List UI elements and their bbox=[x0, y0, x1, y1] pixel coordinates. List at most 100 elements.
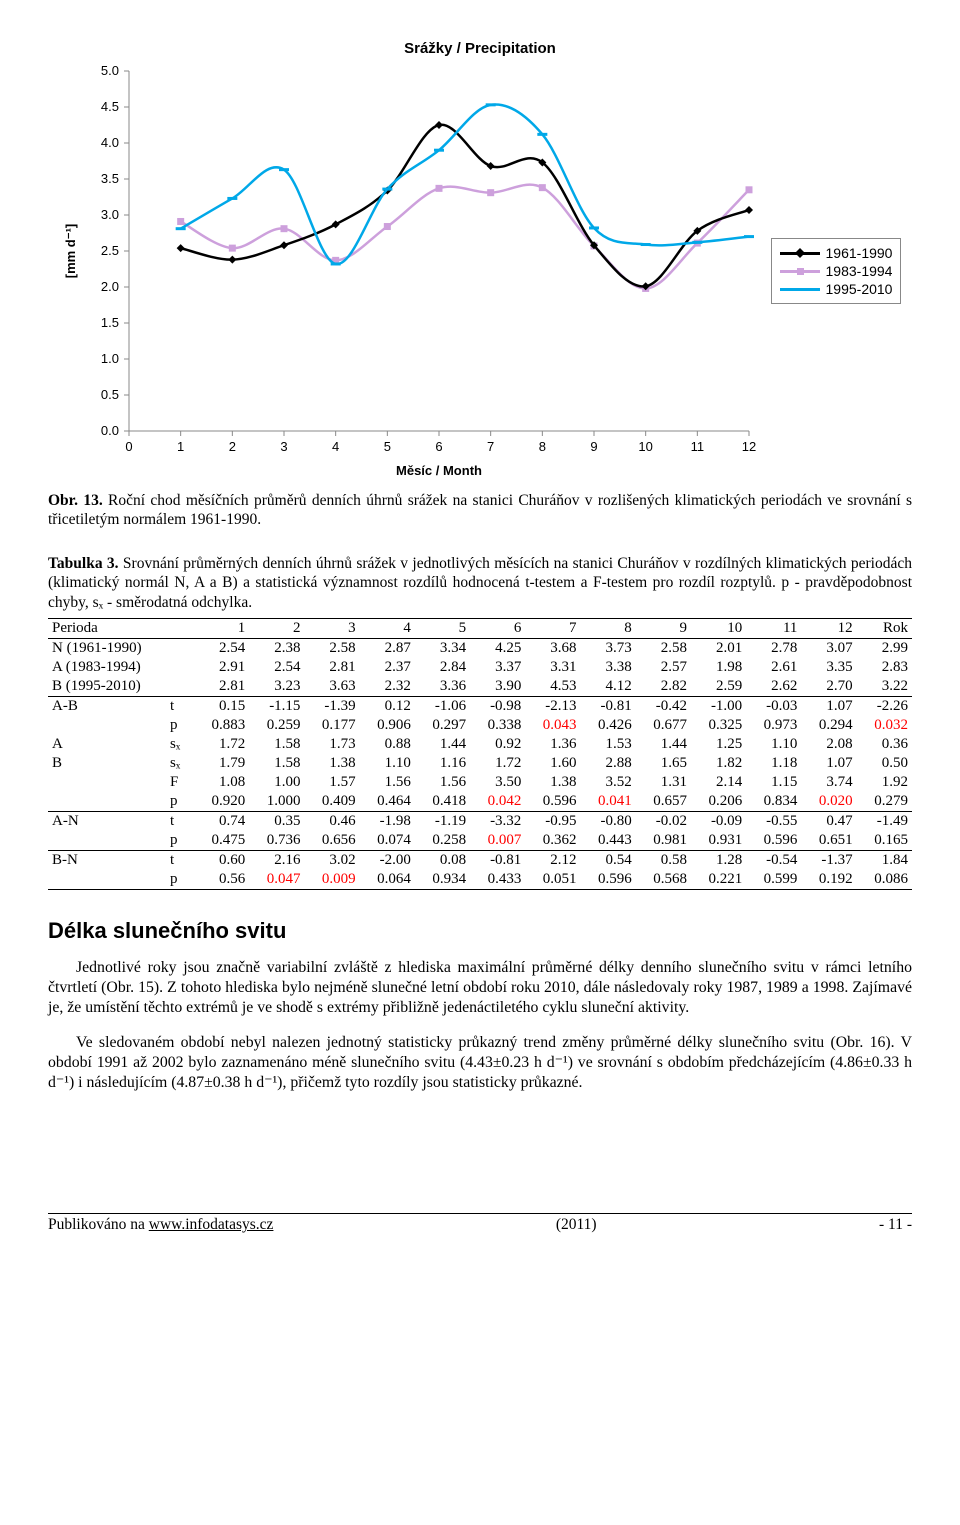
table-cell: sₓ bbox=[166, 754, 194, 773]
table-cell: 1.38 bbox=[525, 773, 580, 792]
table-header: Perioda bbox=[48, 618, 166, 638]
table-cell: 0.475 bbox=[194, 831, 249, 851]
table-cell: 0.651 bbox=[801, 831, 856, 851]
table-cell: p bbox=[166, 870, 194, 890]
svg-text:11: 11 bbox=[690, 439, 704, 454]
table-cell: 3.35 bbox=[801, 658, 856, 677]
table-cell: 2.54 bbox=[194, 638, 249, 658]
svg-text:Měsíc / Month: Měsíc / Month bbox=[396, 463, 482, 478]
table-cell: 0.009 bbox=[304, 870, 359, 890]
table-header: 6 bbox=[470, 618, 525, 638]
figure-caption: Obr. 13. Roční chod měsíčních průměrů de… bbox=[48, 491, 912, 530]
table-cell: 2.91 bbox=[194, 658, 249, 677]
table-cell: 0.973 bbox=[746, 716, 801, 735]
table-cell: 1.72 bbox=[470, 754, 525, 773]
table-cell: 0.221 bbox=[691, 870, 746, 890]
table-cell: 2.83 bbox=[857, 658, 912, 677]
table-cell: 1.28 bbox=[691, 850, 746, 870]
table-cell: N (1961-1990) bbox=[48, 638, 166, 658]
table-cell: 2.81 bbox=[194, 677, 249, 697]
table-cell: 3.34 bbox=[415, 638, 470, 658]
table-cell: 0.656 bbox=[304, 831, 359, 851]
table-cell: 1.84 bbox=[857, 850, 912, 870]
table-cell: 2.82 bbox=[636, 677, 691, 697]
table-cell: 0.192 bbox=[801, 870, 856, 890]
table-cell: 3.50 bbox=[470, 773, 525, 792]
table-cell: 2.08 bbox=[801, 735, 856, 754]
table-cell: -0.81 bbox=[581, 696, 636, 716]
table-cell: 1.58 bbox=[249, 735, 304, 754]
table-cell: 2.87 bbox=[360, 638, 415, 658]
table-header: 4 bbox=[360, 618, 415, 638]
table-cell: 1.18 bbox=[746, 754, 801, 773]
svg-text:7: 7 bbox=[487, 439, 494, 454]
table-header: 5 bbox=[415, 618, 470, 638]
table-cell: 1.72 bbox=[194, 735, 249, 754]
chart-title: Srážky / Precipitation bbox=[48, 40, 912, 57]
table-cell: 1.07 bbox=[801, 696, 856, 716]
table-cell: 0.042 bbox=[470, 792, 525, 812]
table-cell: 1.10 bbox=[746, 735, 801, 754]
body-paragraph: Jednotlivé roky jsou značně variabilní z… bbox=[48, 958, 912, 1019]
svg-text:2: 2 bbox=[228, 439, 235, 454]
table-cell bbox=[166, 638, 194, 658]
table-cell: 1.60 bbox=[525, 754, 580, 773]
table-cell: 1.58 bbox=[249, 754, 304, 773]
table-cell: 0.08 bbox=[415, 850, 470, 870]
svg-text:1.5: 1.5 bbox=[100, 315, 118, 330]
svg-text:8: 8 bbox=[538, 439, 545, 454]
table-cell: 2.99 bbox=[857, 638, 912, 658]
table-cell: 2.78 bbox=[746, 638, 801, 658]
table-header: 11 bbox=[746, 618, 801, 638]
table-cell: 1.82 bbox=[691, 754, 746, 773]
table-cell: -0.81 bbox=[470, 850, 525, 870]
table-cell: 0.433 bbox=[470, 870, 525, 890]
table-cell: A-N bbox=[48, 811, 166, 831]
table-header: 10 bbox=[691, 618, 746, 638]
table-cell: 0.596 bbox=[581, 870, 636, 890]
table-cell: -1.19 bbox=[415, 811, 470, 831]
table-cell: 0.36 bbox=[857, 735, 912, 754]
table-cell: -1.98 bbox=[360, 811, 415, 831]
table-cell: 1.00 bbox=[249, 773, 304, 792]
legend-item: 1961-1990 bbox=[780, 245, 893, 261]
svg-text:2.0: 2.0 bbox=[100, 279, 118, 294]
table-cell: 3.63 bbox=[304, 677, 359, 697]
table-cell: 0.074 bbox=[360, 831, 415, 851]
table-cell: 0.426 bbox=[581, 716, 636, 735]
table-cell: 0.596 bbox=[525, 792, 580, 812]
table-cell: p bbox=[166, 792, 194, 812]
table-cell: 0.297 bbox=[415, 716, 470, 735]
table-cell: -2.26 bbox=[857, 696, 912, 716]
table-cell: -1.49 bbox=[857, 811, 912, 831]
table-cell: 0.279 bbox=[857, 792, 912, 812]
svg-text:4.0: 4.0 bbox=[100, 135, 118, 150]
figure-caption-text: Roční chod měsíčních průměrů denních úhr… bbox=[48, 492, 912, 528]
table-cell: 0.934 bbox=[415, 870, 470, 890]
table-cell: 0.051 bbox=[525, 870, 580, 890]
table-cell: 1.31 bbox=[636, 773, 691, 792]
table-cell: 0.56 bbox=[194, 870, 249, 890]
table-cell: 0.086 bbox=[857, 870, 912, 890]
table-cell: 0.60 bbox=[194, 850, 249, 870]
table-cell: 1.53 bbox=[581, 735, 636, 754]
table-cell: 0.464 bbox=[360, 792, 415, 812]
table-cell bbox=[48, 870, 166, 890]
table-cell: -0.55 bbox=[746, 811, 801, 831]
table-header: 1 bbox=[194, 618, 249, 638]
table-cell: 1.38 bbox=[304, 754, 359, 773]
table-cell: 3.90 bbox=[470, 677, 525, 697]
table-cell: 1.98 bbox=[691, 658, 746, 677]
svg-text:4.5: 4.5 bbox=[100, 99, 118, 114]
svg-text:3.5: 3.5 bbox=[100, 171, 118, 186]
table-cell: 0.596 bbox=[746, 831, 801, 851]
table-cell: 1.65 bbox=[636, 754, 691, 773]
table-cell: 3.02 bbox=[304, 850, 359, 870]
svg-text:3: 3 bbox=[280, 439, 287, 454]
page-footer: Publikováno na www.infodatasys.cz (2011)… bbox=[48, 1213, 912, 1234]
table-cell: 1.07 bbox=[801, 754, 856, 773]
table-cell: 0.177 bbox=[304, 716, 359, 735]
table-cell: -1.39 bbox=[304, 696, 359, 716]
table-cell: 2.59 bbox=[691, 677, 746, 697]
table-cell: 1.44 bbox=[636, 735, 691, 754]
